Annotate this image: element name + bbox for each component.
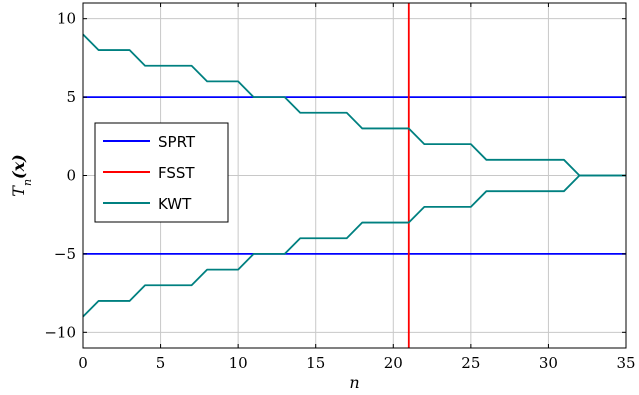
y-axis-title-text: Tn(x) — [9, 154, 34, 196]
y-axis-title-arg: (x) — [9, 154, 28, 179]
y-tick-label-0: −10 — [44, 323, 76, 341]
kwt-line-0 — [82, 33, 626, 177]
x-tick-label-0: 0 — [78, 354, 88, 372]
y-tick-label-3: 5 — [66, 88, 76, 106]
ticks — [82, 3, 627, 348]
tick-labels: 0 5 10 15 20 25 30 35 −10 −5 0 5 10 — [44, 10, 635, 372]
x-tick-label-2: 10 — [229, 354, 248, 372]
x-tick-label-3: 15 — [306, 354, 325, 372]
y-axis-title-main: T — [9, 185, 28, 197]
y-tick-label-1: −5 — [54, 245, 76, 263]
y-tick-label-2: 0 — [66, 167, 76, 185]
series-sprt — [83, 96, 626, 255]
legend-label-kwt: KWT — [158, 195, 192, 213]
legend: SPRT FSST KWT — [94, 122, 229, 223]
series-kwt — [82, 33, 626, 318]
kwt-line-1 — [82, 174, 626, 318]
y-tick-label-4: 10 — [57, 10, 76, 28]
x-tick-label-7: 35 — [616, 354, 635, 372]
y-axis-title-sub: n — [21, 179, 34, 186]
x-axis-title: n — [349, 373, 359, 392]
y-axis-title: Tn(x) — [9, 154, 34, 196]
legend-label-sprt: SPRT — [158, 133, 196, 151]
x-tick-label-1: 5 — [156, 354, 166, 372]
x-tick-label-4: 20 — [384, 354, 403, 372]
legend-label-fsst: FSST — [158, 164, 195, 182]
x-tick-label-5: 25 — [461, 354, 480, 372]
series-layer — [82, 3, 626, 348]
x-tick-label-6: 30 — [539, 354, 558, 372]
